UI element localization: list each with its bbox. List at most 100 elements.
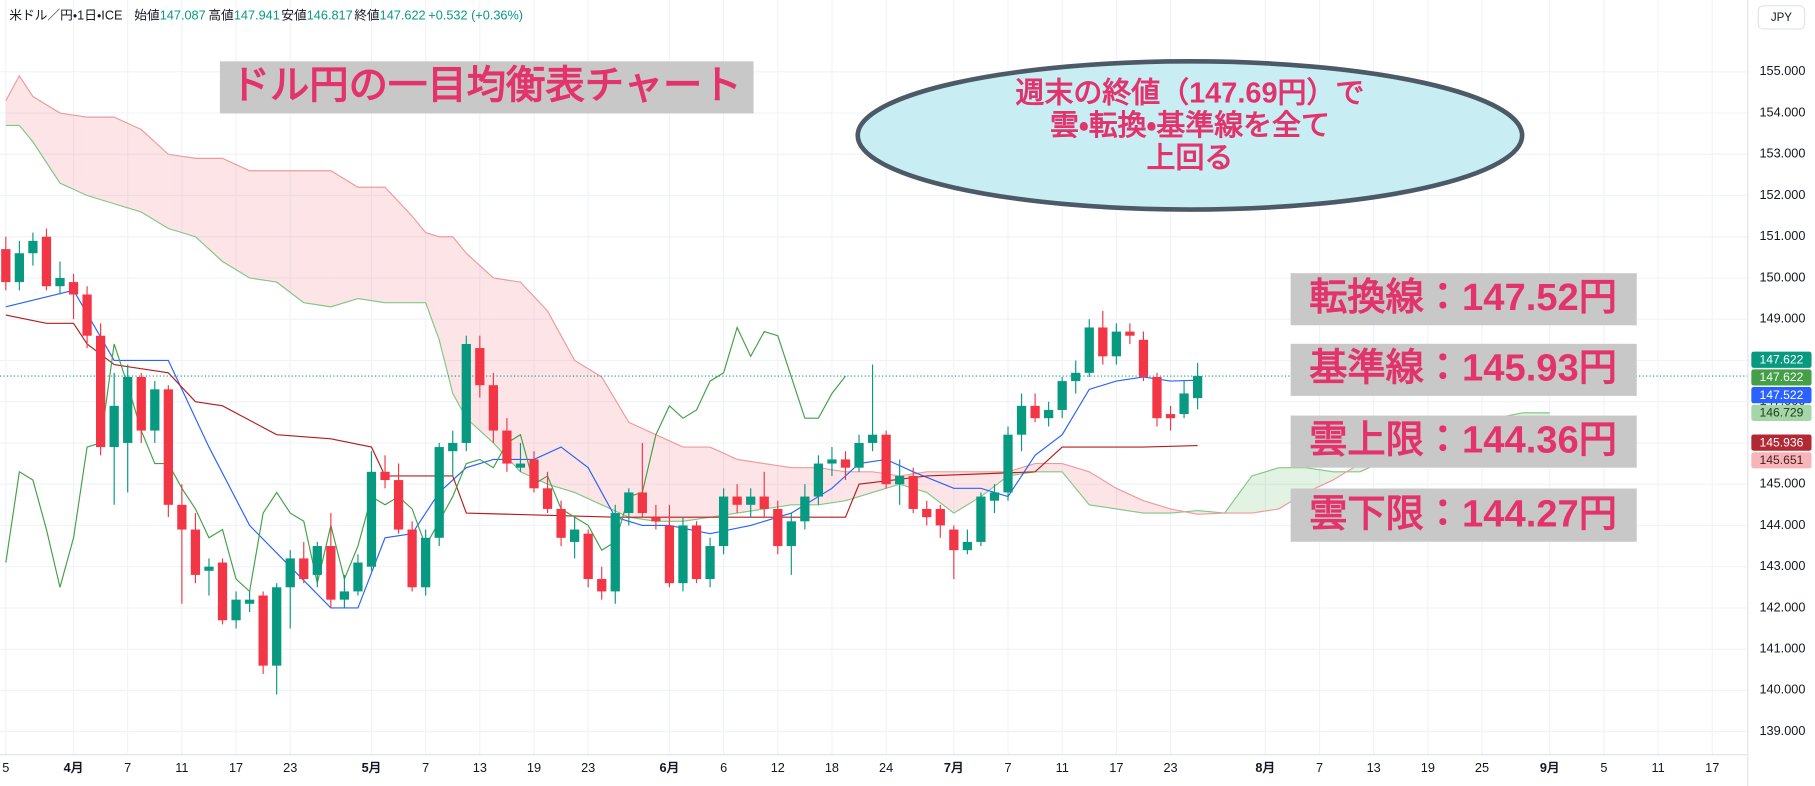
price-tag-label: 147.622	[1759, 370, 1803, 384]
candle-body	[976, 496, 986, 542]
cloud-segment	[249, 170, 277, 283]
x-tick-label: 7	[1316, 760, 1323, 775]
cloud-segment	[1089, 471, 1117, 509]
cloud-segment	[1305, 467, 1334, 493]
candle-body	[515, 463, 526, 468]
x-tick-label: 7	[422, 760, 429, 775]
cloud-segment	[32, 96, 60, 184]
callout-line: 上回る	[1147, 142, 1234, 174]
cloud-segment	[439, 236, 453, 394]
cloud-segment	[168, 154, 196, 237]
x-tick-label: 7月	[944, 760, 964, 775]
candle-body	[1003, 434, 1013, 493]
candle-body	[637, 492, 647, 514]
y-tick-label: 145.000	[1759, 476, 1805, 491]
x-tick-label: 23	[581, 760, 595, 775]
span-a-line	[5, 124, 1550, 522]
candle-body	[651, 517, 661, 522]
cloud-segment	[655, 434, 683, 522]
candle-body	[407, 529, 417, 588]
candle-body	[393, 480, 404, 530]
candle-body	[962, 541, 973, 551]
cloud-segment	[1143, 500, 1171, 514]
candle-body	[1084, 327, 1094, 373]
cloud-segment	[520, 282, 548, 485]
cloud-segment	[59, 113, 88, 196]
price-tag-label: 147.622	[1759, 353, 1803, 367]
change: +0.532 (+0.36%)	[428, 8, 523, 23]
candle-body	[597, 579, 607, 592]
candle-body	[800, 496, 810, 522]
candle-body	[1098, 327, 1108, 357]
label-box	[1290, 415, 1637, 468]
candle-body	[82, 294, 92, 336]
label: 転換線：147.52円	[1309, 276, 1617, 319]
y-tick-label: 151.000	[1759, 228, 1805, 243]
candle-body	[299, 558, 309, 580]
candle-body	[14, 253, 24, 283]
cloud-segment	[493, 277, 521, 472]
cloud-segment	[574, 360, 602, 505]
cloud-segment	[425, 232, 440, 340]
span-b-line	[5, 74, 1550, 515]
candle-body	[421, 537, 431, 588]
candle-body	[949, 529, 959, 551]
x-tick-label: 23	[283, 760, 297, 775]
title: ドル円の一目均衡表チャート	[231, 63, 742, 107]
callout-line: 週末の終値（147.69円）で	[1016, 77, 1365, 110]
candle-body	[28, 240, 38, 254]
x-tick-label: 11	[175, 760, 188, 775]
cloud-segment	[330, 170, 358, 307]
candle-body	[529, 459, 539, 489]
candle-body	[746, 496, 756, 505]
price-tag	[1751, 452, 1812, 469]
cloud-segment	[195, 158, 223, 262]
cloud-segment	[5, 75, 20, 126]
y-tick-label: 141.000	[1759, 641, 1805, 656]
callout-bubble	[855, 59, 1525, 212]
candle-body	[922, 508, 932, 518]
cloud-segment	[682, 447, 711, 522]
x-tick-label: 25	[1475, 760, 1489, 775]
cloud-segment	[1062, 463, 1090, 505]
cloud-segment	[385, 187, 413, 303]
candle-body	[41, 236, 52, 287]
candle-body	[1179, 393, 1189, 415]
candle-body	[258, 595, 268, 666]
y-tick-label: 150.000	[1759, 269, 1805, 284]
candle-body	[867, 434, 878, 443]
candle-body	[854, 442, 864, 468]
currency-label[interactable]: JPY	[1771, 12, 1792, 24]
cloud-segment	[87, 117, 115, 204]
close-label: 終値	[354, 8, 380, 23]
cloud-segment	[114, 117, 142, 212]
candle-body	[123, 376, 133, 443]
currency-button[interactable]	[1757, 5, 1806, 30]
candle-body	[895, 475, 905, 485]
callout-line: 雲・転換・基準線を全て	[1050, 109, 1330, 142]
x-tick-label: 18	[825, 760, 839, 775]
candle-body	[244, 599, 255, 604]
price-tag	[1751, 404, 1812, 421]
x-tick-label: 17	[229, 760, 243, 775]
candle-body	[813, 463, 824, 497]
x-tick-label: 8月	[1255, 760, 1275, 775]
x-tick-label: 12	[771, 760, 785, 775]
y-tick-label: 142.000	[1759, 599, 1805, 614]
high-value: 147.941	[234, 8, 280, 23]
cloud-segment	[764, 463, 792, 509]
candle-body	[1071, 372, 1081, 382]
low-value: 146.817	[307, 8, 353, 23]
symbol: 米ドル／円・1日・ICE	[9, 8, 122, 23]
high-label: 高値	[208, 8, 234, 23]
cloud-segment	[412, 216, 426, 303]
x-tick-label: 7	[1004, 760, 1011, 775]
cloud-segment	[141, 129, 169, 229]
price-tag-label: 145.936	[1759, 435, 1803, 449]
candle-body	[190, 529, 201, 575]
candle-body	[150, 389, 160, 431]
label-box	[1290, 273, 1637, 326]
candle-body	[461, 343, 471, 443]
